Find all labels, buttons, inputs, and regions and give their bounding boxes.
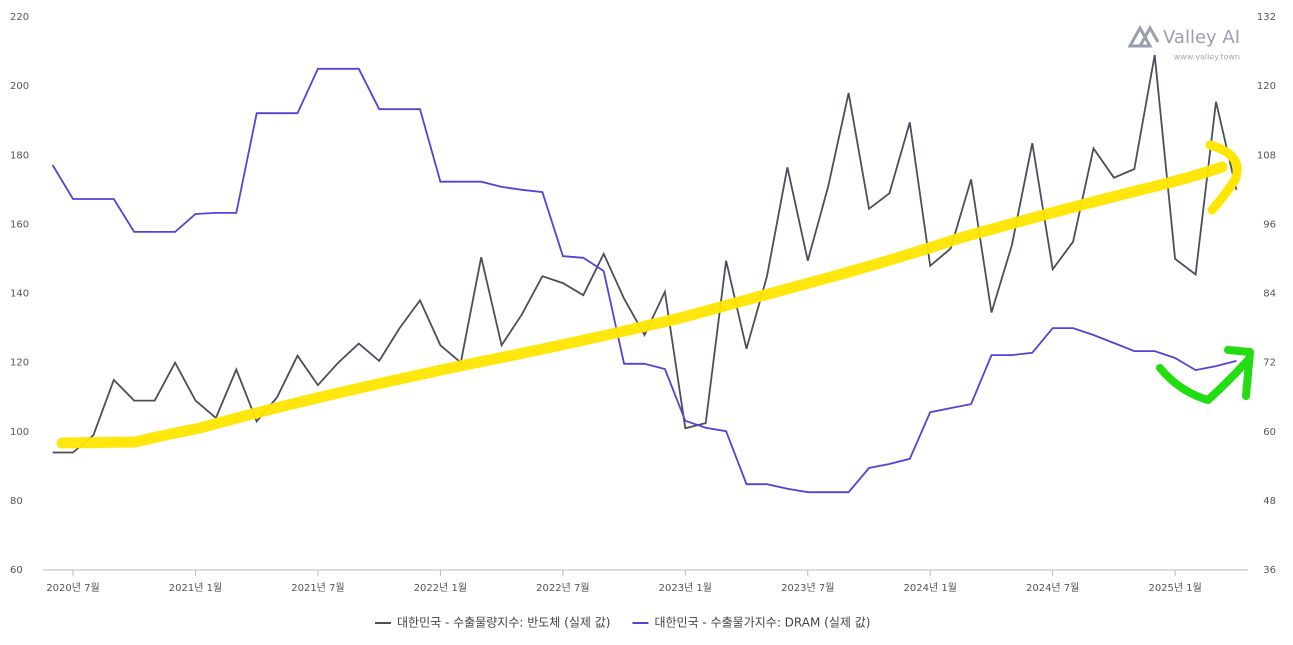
legend-label: 대한민국 - 수출물가지수: DRAM (실제 값) [654,616,870,630]
x-tick-label: 2022년 1월 [414,582,467,594]
trend-arrow [1205,140,1242,215]
y-tick-label: 100 [10,427,29,438]
y2-tick-label: 132 [1257,12,1276,23]
y-tick-label: 80 [10,496,23,507]
y-tick-label: 220 [10,12,29,23]
rebound-arrow [1156,346,1254,404]
y-tick-label: 160 [10,219,29,230]
y-tick-label: 140 [10,289,29,300]
y2-tick-label: 120 [1257,81,1276,92]
y2-tick-label: 108 [1257,150,1276,161]
series-line [52,54,1238,454]
y-tick-label: 200 [10,81,29,92]
y2-tick-label: 72 [1263,358,1276,369]
x-tick-label: 2024년 7월 [1026,582,1079,594]
x-tick-label: 2023년 7월 [781,582,834,594]
y2-tick-label: 96 [1263,219,1276,230]
y-tick-label: 120 [10,358,29,369]
x-tick-label: 2021년 1월 [169,582,222,594]
y-tick-label: 60 [10,565,23,576]
brand: Valley AI [1163,27,1240,48]
x-tick-label: 2021년 7월 [291,582,344,594]
brand-url: www.valley.town [1174,53,1240,62]
watermark: Valley AI www.valley.town [1127,24,1240,62]
x-tick-label: 2024년 1월 [904,582,957,594]
trend-stroke [56,161,1228,449]
legend: 대한민국 - 수출물량지수: 반도체 (실제 값) 대한민국 - 수출물가지수: … [375,616,870,630]
plot: 60 80 100 120 140 160 180 200 220 36 48 60 72 84 96 108… [10,12,1276,594]
logo [1127,24,1160,48]
x-tick-label: 2022년 7월 [536,582,589,594]
y2-tick-label: 48 [1263,496,1276,507]
y2-tick-label: 36 [1263,565,1276,576]
legend-label: 대한민국 - 수출물량지수: 반도체 (실제 값) [397,616,610,630]
y2-tick-label: 84 [1263,289,1276,300]
x-tick-label: 2020년 7월 [46,582,99,594]
y-tick-label: 180 [10,150,29,161]
series-line [51,67,1237,494]
y2-tick-label: 60 [1263,427,1276,438]
annotation [56,140,1254,449]
x-tick-label: 2023년 1월 [659,582,712,594]
x-tick-label: 2025년 1월 [1148,582,1201,594]
